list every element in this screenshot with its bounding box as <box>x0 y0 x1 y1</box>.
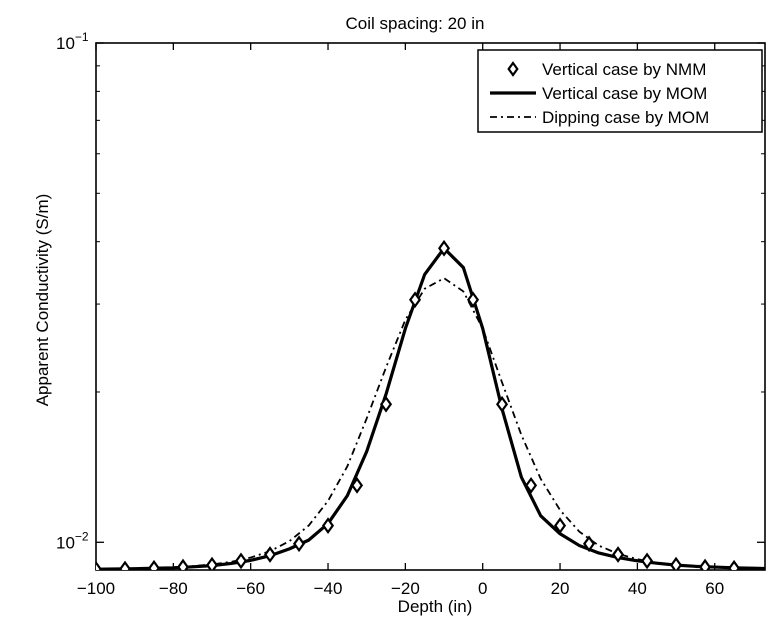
data-point-vertical-case-by-nmm <box>525 477 538 494</box>
data-point-vertical-case-by-nmm <box>176 558 190 570</box>
data-point-vertical-case-by-nmm <box>670 556 683 570</box>
data-point-vertical-case-by-nmm <box>554 517 567 534</box>
data-point-vertical-case-by-nmm <box>234 552 248 570</box>
data-point-vertical-case-by-nmm <box>467 291 480 309</box>
data-point-vertical-case-by-nmm <box>583 535 596 553</box>
data-point-vertical-case-by-nmm <box>292 535 306 553</box>
data-point-vertical-case-by-nmm <box>408 291 422 309</box>
data-point-vertical-case-by-nmm <box>612 546 625 563</box>
y-axis-label: Apparent Conductivity (S/m) <box>33 194 52 407</box>
legend-swatch-markers <box>507 61 519 77</box>
data-point-vertical-case-by-nmm <box>263 546 277 563</box>
plot-frame <box>95 42 766 571</box>
series-line-vertical-case-by-mom <box>96 246 765 570</box>
data-point-vertical-case-by-nmm <box>96 560 103 570</box>
x-tick-label: 0 <box>478 579 487 598</box>
data-point-vertical-case-by-nmm <box>205 556 219 570</box>
x-tick-label: −20 <box>391 579 420 598</box>
data-point-vertical-case-by-nmm <box>699 558 712 570</box>
x-tick-label: −60 <box>236 579 265 598</box>
x-tick-label: 20 <box>551 579 570 598</box>
data-point-vertical-case-by-nmm <box>147 559 161 570</box>
data-point-vertical-case-by-nmm <box>496 395 509 413</box>
series-line-dipping-case-by-mom <box>96 277 765 570</box>
data-point-vertical-case-by-nmm <box>437 239 451 257</box>
x-tick-label: 40 <box>628 579 647 598</box>
data-point-vertical-case-by-nmm <box>379 395 393 413</box>
x-tick-label: −100 <box>77 579 115 598</box>
y-tick-label: 10−2 <box>56 529 89 552</box>
chart-title: Coil spacing: 20 in <box>346 14 485 33</box>
legend-box <box>477 49 763 133</box>
legend-label: Vertical case by MOM <box>542 84 707 103</box>
x-tick-label: 60 <box>705 579 724 598</box>
data-point-vertical-case-by-nmm <box>321 517 335 534</box>
legend-label: Vertical case by NMM <box>542 60 706 79</box>
curves <box>96 239 765 570</box>
x-tick-label: −80 <box>159 579 188 598</box>
data-point-vertical-case-by-nmm <box>350 477 364 494</box>
data-point-vertical-case-by-nmm <box>641 552 654 570</box>
y-tick-label: 10−1 <box>56 30 89 53</box>
legend-label: Dipping case by MOM <box>542 108 709 127</box>
plot-area: −100 −80 −60 −40 −20 0 20 40 60 10−2 10−1 <box>56 30 766 598</box>
data-point-vertical-case-by-nmm <box>728 559 741 570</box>
data-point-vertical-case-by-nmm <box>118 560 132 570</box>
x-tick-label: −40 <box>314 579 343 598</box>
x-axis-label: Depth (in) <box>398 597 473 616</box>
legend: Vertical case by NMM Vertical case by MOM… <box>477 49 763 133</box>
